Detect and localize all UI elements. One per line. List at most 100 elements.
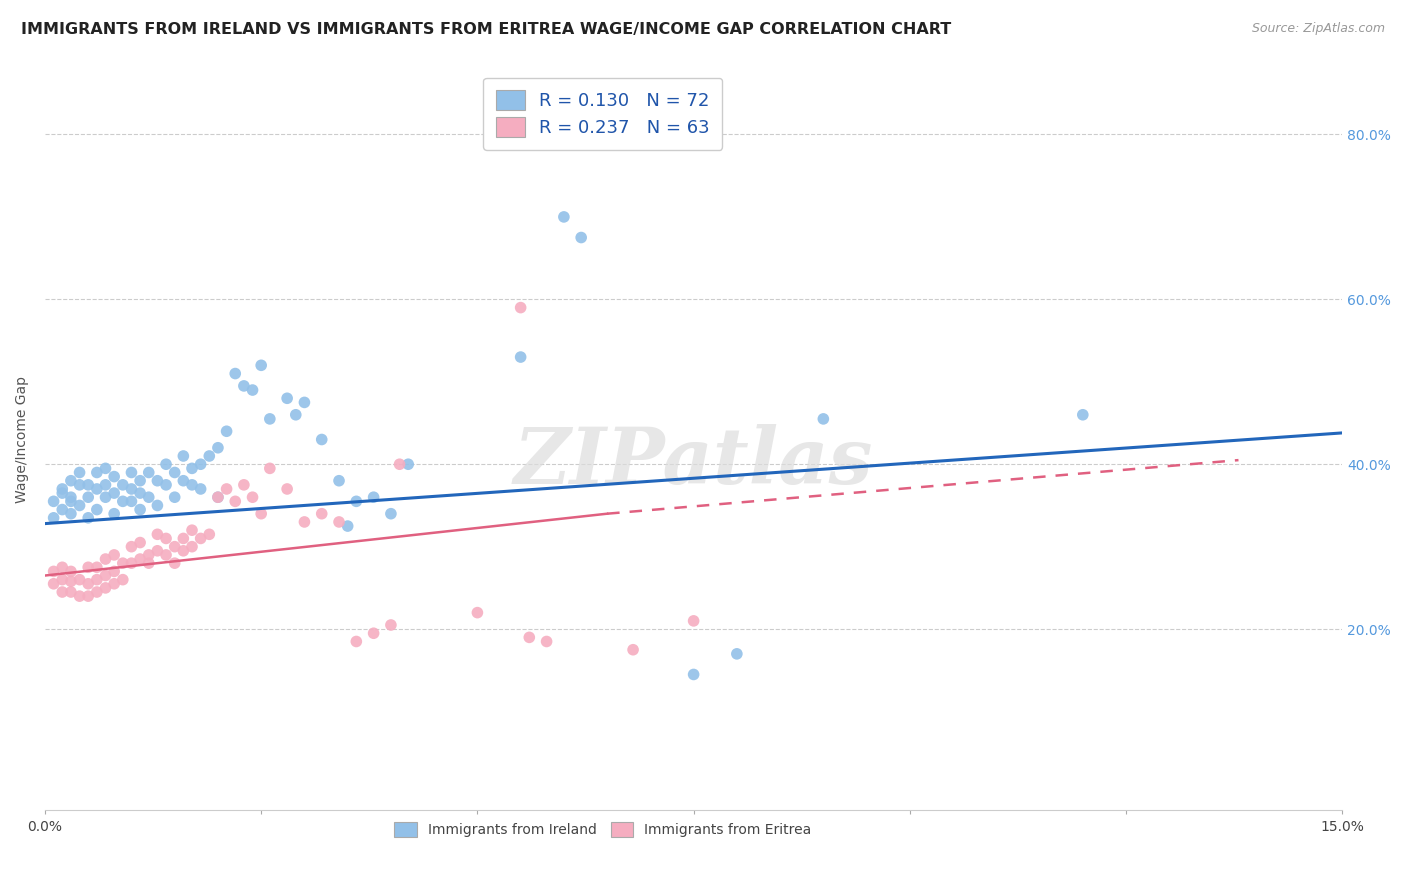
Point (94, 568, 117, 582)
Point (138, 548, 160, 562)
Point (163, 466, 186, 480)
Point (242, 490, 264, 504)
Point (77, 478, 100, 492)
Point (129, 502, 152, 516)
Point (181, 523, 204, 537)
Point (621, 642, 644, 657)
Point (328, 474, 350, 488)
Point (94, 581, 117, 595)
Point (94, 478, 117, 492)
Point (163, 556, 186, 570)
Point (59, 494, 82, 508)
Point (172, 474, 194, 488)
Point (138, 466, 160, 480)
Point (86, 502, 108, 516)
Point (215, 482, 238, 496)
Point (51, 502, 73, 516)
Point (380, 618, 402, 632)
Text: Source: ZipAtlas.com: Source: ZipAtlas.com (1251, 22, 1385, 36)
Point (77, 511, 100, 525)
Point (103, 548, 125, 562)
Point (103, 486, 125, 500)
Point (163, 490, 186, 504)
Point (172, 543, 194, 558)
Point (59, 565, 82, 579)
Point (224, 367, 246, 381)
Point (294, 515, 316, 529)
Point (388, 457, 411, 471)
Point (77, 490, 100, 504)
Point (111, 494, 134, 508)
Point (509, 301, 531, 315)
Point (120, 494, 142, 508)
Point (380, 507, 402, 521)
Point (94, 552, 117, 566)
Point (232, 478, 254, 492)
Point (103, 469, 125, 483)
Point (86, 585, 108, 599)
Point (344, 494, 367, 508)
Point (129, 552, 152, 566)
Point (284, 408, 307, 422)
Point (59, 585, 82, 599)
Point (198, 449, 221, 463)
Point (51, 486, 73, 500)
Point (294, 395, 316, 409)
Point (86, 573, 108, 587)
Point (232, 379, 254, 393)
Point (111, 556, 134, 570)
Point (1071, 408, 1094, 422)
Point (129, 486, 152, 500)
Point (336, 519, 359, 533)
Point (190, 482, 212, 496)
Point (42, 565, 65, 579)
Point (190, 532, 212, 546)
Point (207, 490, 229, 504)
Point (111, 478, 134, 492)
Point (276, 392, 298, 406)
Point (94, 490, 117, 504)
Point (129, 535, 152, 549)
Point (172, 532, 194, 546)
Point (42, 494, 65, 508)
Point (51, 560, 73, 574)
Text: ZIPatlas: ZIPatlas (515, 424, 873, 500)
Legend: Immigrants from Ireland, Immigrants from Eritrea: Immigrants from Ireland, Immigrants from… (388, 815, 818, 845)
Point (259, 412, 281, 426)
Point (311, 433, 333, 447)
Point (129, 474, 152, 488)
Point (103, 576, 125, 591)
Point (467, 606, 489, 620)
Point (69, 573, 91, 587)
Point (59, 574, 82, 589)
Point (250, 359, 273, 373)
Point (181, 478, 204, 492)
Point (517, 631, 540, 645)
Point (181, 461, 204, 475)
Point (42, 511, 65, 525)
Point (69, 499, 91, 513)
Point (198, 527, 221, 541)
Point (242, 383, 264, 397)
Point (536, 634, 558, 648)
Point (207, 441, 229, 455)
Point (509, 350, 531, 364)
Point (190, 457, 212, 471)
Text: IMMIGRANTS FROM IRELAND VS IMMIGRANTS FROM ERITREA WAGE/INCOME GAP CORRELATION C: IMMIGRANTS FROM IRELAND VS IMMIGRANTS FR… (21, 22, 952, 37)
Point (120, 556, 142, 570)
Point (224, 494, 246, 508)
Point (59, 490, 82, 504)
Point (553, 210, 575, 224)
Point (94, 461, 117, 475)
Point (111, 573, 134, 587)
Point (103, 507, 125, 521)
Point (250, 507, 273, 521)
Point (120, 540, 142, 554)
Point (59, 474, 82, 488)
Point (146, 543, 169, 558)
Point (311, 507, 333, 521)
Point (86, 560, 108, 574)
Point (172, 449, 194, 463)
Point (682, 667, 704, 681)
Point (396, 457, 419, 471)
